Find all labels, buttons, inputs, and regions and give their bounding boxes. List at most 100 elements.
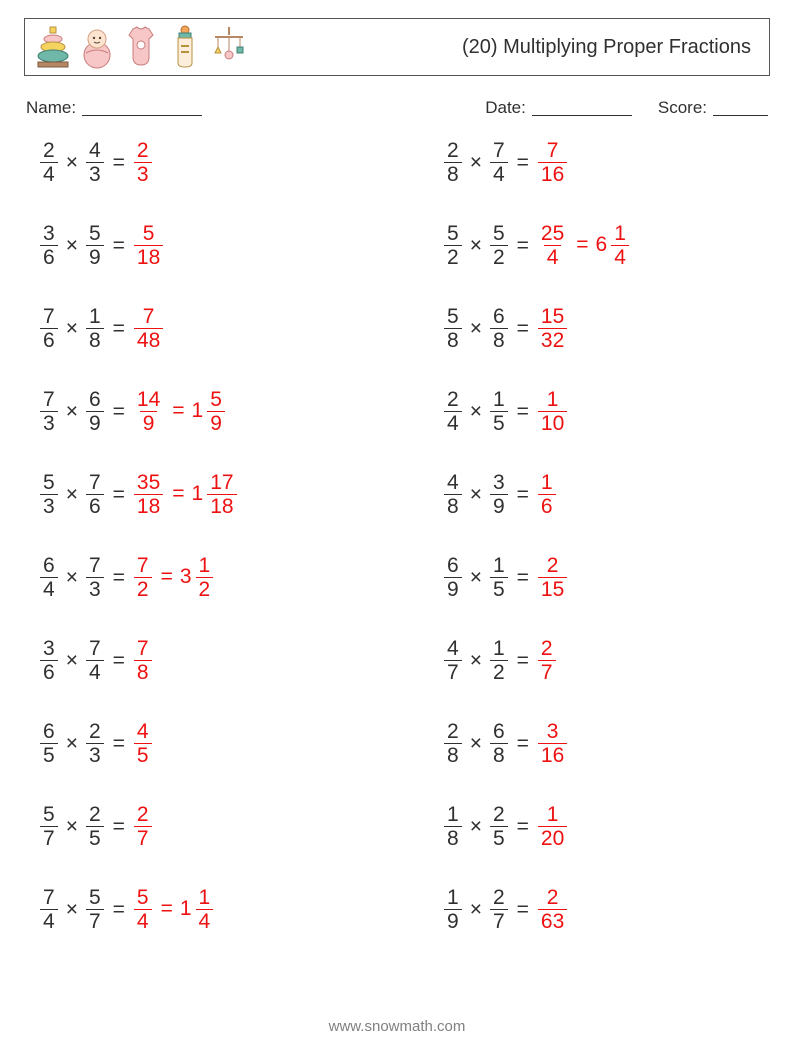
answer: 263 bbox=[536, 887, 569, 932]
times-op: × bbox=[66, 650, 78, 671]
fraction: 45 bbox=[134, 721, 152, 766]
fraction: 716 bbox=[538, 140, 567, 185]
times-op: × bbox=[66, 733, 78, 754]
fraction: 52 bbox=[444, 223, 462, 268]
times-op: × bbox=[66, 401, 78, 422]
fraction: 36 bbox=[40, 638, 58, 683]
problem-11: 64×73=72=312 bbox=[38, 555, 404, 600]
equals: = bbox=[113, 650, 125, 671]
fraction: 36 bbox=[40, 223, 58, 268]
fraction: 110 bbox=[538, 389, 567, 434]
fraction: 57 bbox=[86, 887, 104, 932]
fraction: 43 bbox=[86, 140, 104, 185]
fraction: 73 bbox=[86, 555, 104, 600]
answer: 54=114 bbox=[132, 887, 215, 932]
equals: = bbox=[517, 816, 529, 837]
answer: 27 bbox=[536, 638, 558, 683]
equals: = bbox=[113, 401, 125, 422]
fraction: 1718 bbox=[207, 472, 236, 517]
equals: = bbox=[113, 152, 125, 173]
fraction: 59 bbox=[86, 223, 104, 268]
answer: 120 bbox=[536, 804, 569, 849]
times-op: × bbox=[66, 235, 78, 256]
times-op: × bbox=[66, 318, 78, 339]
fraction: 69 bbox=[444, 555, 462, 600]
problem-4: 52×52=254=614 bbox=[404, 223, 770, 268]
equals: = bbox=[113, 318, 125, 339]
crib-mobile-icon bbox=[211, 25, 247, 69]
problem-20: 19×27=263 bbox=[404, 887, 770, 932]
fraction: 24 bbox=[444, 389, 462, 434]
onesie-icon bbox=[123, 25, 159, 69]
fraction: 12 bbox=[196, 555, 214, 600]
times-op: × bbox=[470, 733, 482, 754]
ring-stack-icon bbox=[35, 25, 71, 69]
header-box: (20) Multiplying Proper Fractions bbox=[24, 18, 770, 76]
problems-grid: 24×43=2328×74=71636×59=51852×52=254=6147… bbox=[24, 136, 770, 932]
fraction: 27 bbox=[490, 887, 508, 932]
fraction: 78 bbox=[134, 638, 152, 683]
equals: = bbox=[517, 318, 529, 339]
equals: = bbox=[517, 484, 529, 505]
times-op: × bbox=[470, 899, 482, 920]
equals: = bbox=[517, 152, 529, 173]
fraction: 54 bbox=[134, 887, 152, 932]
times-op: × bbox=[66, 567, 78, 588]
answer: 215 bbox=[536, 555, 569, 600]
problem-16: 28×68=316 bbox=[404, 721, 770, 766]
equals: = bbox=[517, 401, 529, 422]
problem-13: 36×74=78 bbox=[38, 638, 404, 683]
score-label: Score: bbox=[658, 98, 707, 118]
fraction: 73 bbox=[40, 389, 58, 434]
header-icons bbox=[35, 25, 247, 69]
equals: = bbox=[113, 567, 125, 588]
answer: 16 bbox=[536, 472, 558, 517]
score-blank[interactable] bbox=[713, 98, 768, 116]
fraction: 14 bbox=[196, 887, 214, 932]
answer: 3518=11718 bbox=[132, 472, 239, 517]
name-blank[interactable] bbox=[82, 98, 202, 116]
fraction: 23 bbox=[134, 140, 152, 185]
answer: 748 bbox=[132, 306, 165, 351]
fraction: 1532 bbox=[538, 306, 567, 351]
equals: = bbox=[517, 235, 529, 256]
problem-15: 65×23=45 bbox=[38, 721, 404, 766]
times-op: × bbox=[470, 484, 482, 505]
fraction: 27 bbox=[134, 804, 152, 849]
fraction: 149 bbox=[134, 389, 163, 434]
fraction: 65 bbox=[40, 721, 58, 766]
worksheet-title: (20) Multiplying Proper Fractions bbox=[462, 36, 751, 59]
fraction: 68 bbox=[490, 306, 508, 351]
date-blank[interactable] bbox=[532, 98, 632, 116]
problem-9: 53×76=3518=11718 bbox=[38, 472, 404, 517]
fraction: 25 bbox=[86, 804, 104, 849]
fraction: 28 bbox=[444, 140, 462, 185]
answer: 78 bbox=[132, 638, 154, 683]
problem-3: 36×59=518 bbox=[38, 223, 404, 268]
fraction: 19 bbox=[444, 887, 462, 932]
equals: = bbox=[113, 235, 125, 256]
fraction: 16 bbox=[538, 472, 556, 517]
fraction: 57 bbox=[40, 804, 58, 849]
fraction: 254 bbox=[538, 223, 567, 268]
name-label: Name: bbox=[26, 98, 76, 118]
problem-19: 74×57=54=114 bbox=[38, 887, 404, 932]
times-op: × bbox=[66, 899, 78, 920]
problem-12: 69×15=215 bbox=[404, 555, 770, 600]
fraction: 120 bbox=[538, 804, 567, 849]
equals: = bbox=[113, 816, 125, 837]
answer: 316 bbox=[536, 721, 569, 766]
equals: = bbox=[113, 733, 125, 754]
fraction: 28 bbox=[444, 721, 462, 766]
fraction: 12 bbox=[490, 638, 508, 683]
problem-7: 73×69=149=159 bbox=[38, 389, 404, 434]
times-op: × bbox=[66, 484, 78, 505]
problem-2: 28×74=716 bbox=[404, 140, 770, 185]
fraction: 72 bbox=[134, 555, 152, 600]
answer: 45 bbox=[132, 721, 154, 766]
fraction: 18 bbox=[444, 804, 462, 849]
problem-18: 18×25=120 bbox=[404, 804, 770, 849]
equals: = bbox=[113, 484, 125, 505]
problem-8: 24×15=110 bbox=[404, 389, 770, 434]
answer: 149=159 bbox=[132, 389, 227, 434]
